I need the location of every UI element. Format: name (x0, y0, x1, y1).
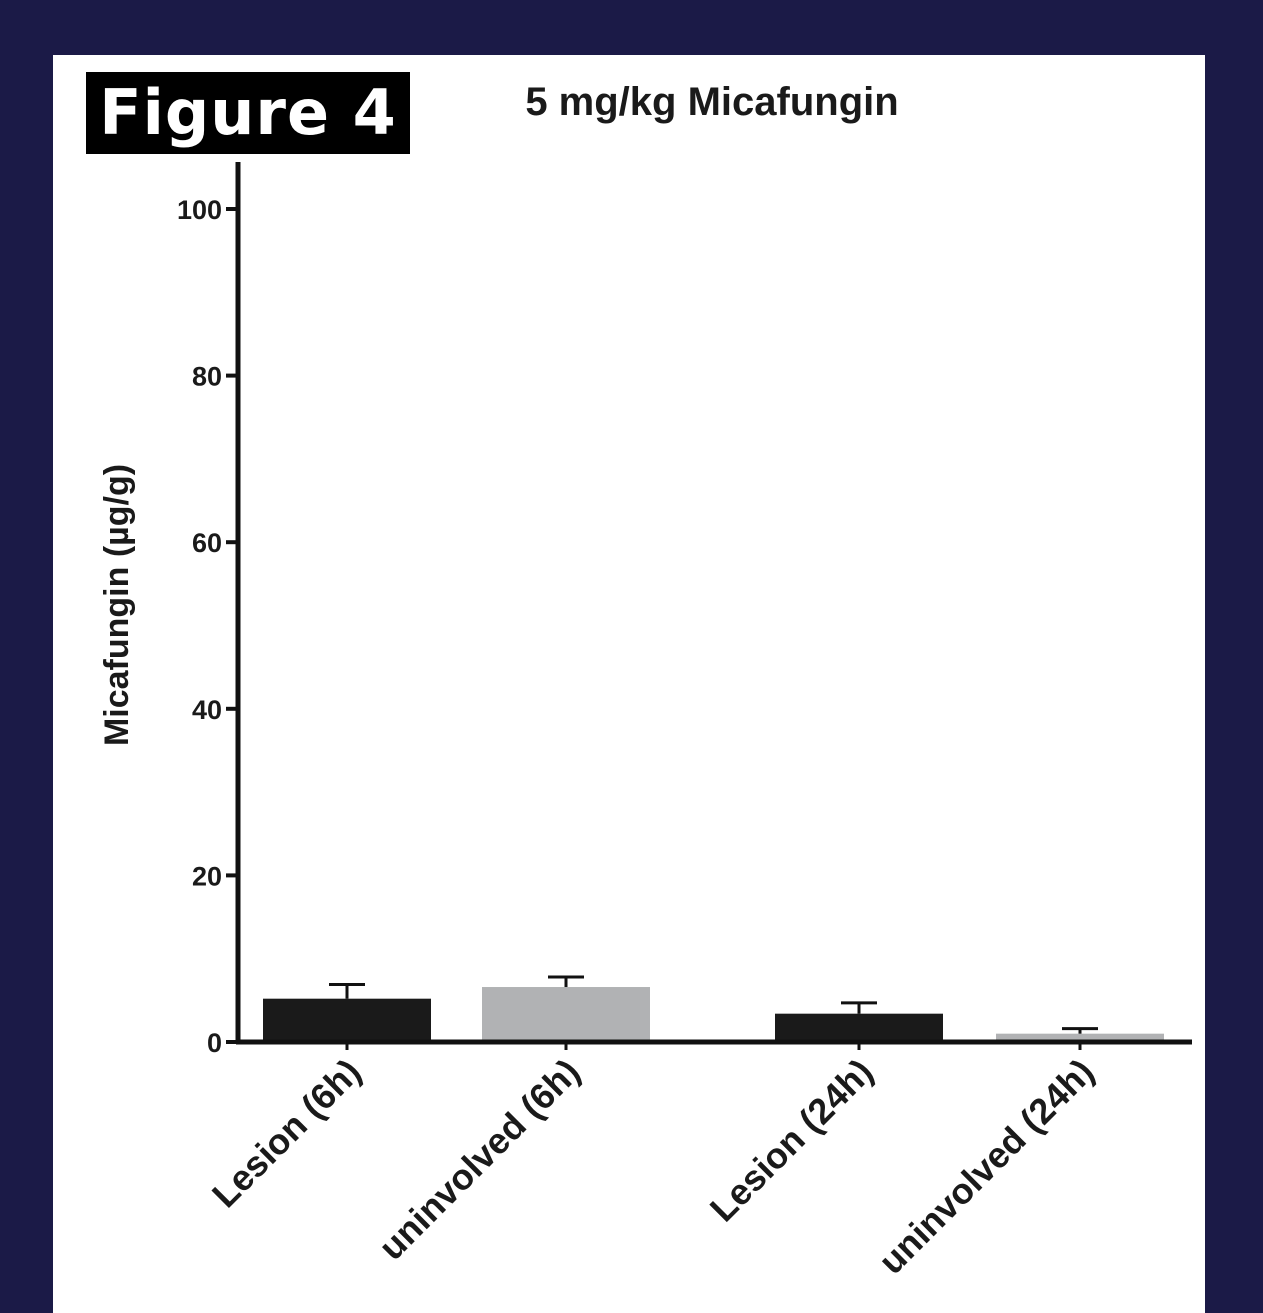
bar (996, 1033, 1164, 1042)
x-tick-label: uninvolved (24h) (870, 1051, 1101, 1282)
bar (775, 1013, 943, 1042)
x-tick-label: Lesion (6h) (204, 1051, 369, 1216)
y-tick-label: 40 (192, 695, 222, 725)
figure-panel (53, 55, 1205, 1313)
x-tick-label: Lesion (24h) (702, 1051, 881, 1230)
chart-title: 5 mg/kg Micafungin (525, 80, 898, 124)
y-tick-label: 100 (177, 195, 222, 225)
bar (263, 998, 431, 1042)
y-tick-label: 60 (192, 528, 222, 558)
y-tick-label: 0 (207, 1028, 222, 1058)
y-tick-label: 20 (192, 861, 222, 891)
y-axis-label: Micafungin (µg/g) (98, 464, 136, 746)
bar (482, 987, 650, 1042)
x-tick-label: uninvolved (6h) (371, 1051, 588, 1268)
figure-label: Figure 4 (86, 72, 410, 154)
y-tick-label: 80 (192, 362, 222, 392)
